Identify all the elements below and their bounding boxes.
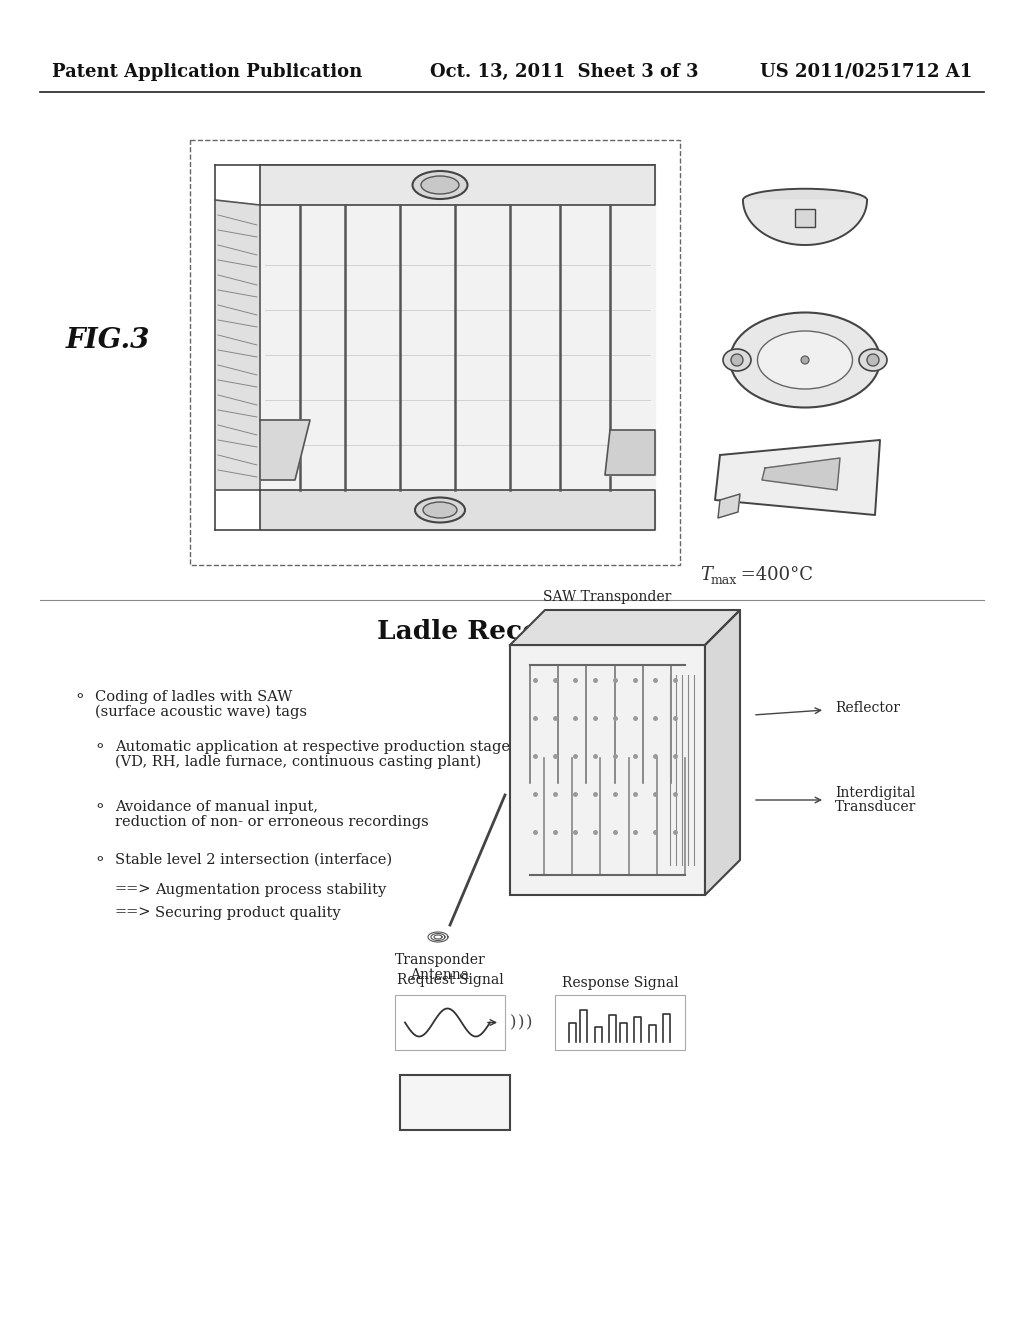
Text: Avoidance of manual input,: Avoidance of manual input,: [115, 800, 318, 814]
Text: ): ): [518, 1014, 524, 1031]
Circle shape: [731, 354, 743, 366]
Ellipse shape: [421, 176, 459, 194]
Text: °: °: [75, 692, 84, 709]
Ellipse shape: [730, 313, 880, 408]
Bar: [395, 995, 505, 1049]
Bar: [555, 995, 685, 1049]
Text: Antenna: Antenna: [411, 968, 470, 982]
Ellipse shape: [743, 189, 867, 211]
Text: Ladle Recognition: Ladle Recognition: [377, 619, 647, 644]
Text: Securing product quality: Securing product quality: [155, 906, 341, 920]
Polygon shape: [715, 440, 880, 515]
Text: reduction of non- or erroneous recordings: reduction of non- or erroneous recording…: [115, 814, 429, 829]
Polygon shape: [260, 205, 655, 490]
Bar: [510, 645, 705, 895]
Text: Unit: Unit: [439, 1104, 470, 1118]
Text: ): ): [510, 1014, 516, 1031]
Text: Automatic application at respective production stage: Automatic application at respective prod…: [115, 741, 510, 754]
Text: °: °: [95, 742, 103, 759]
Ellipse shape: [415, 498, 465, 523]
Polygon shape: [260, 420, 310, 480]
Polygon shape: [510, 610, 740, 645]
Text: (surface acoustic wave) tags: (surface acoustic wave) tags: [95, 705, 307, 719]
Polygon shape: [260, 490, 655, 531]
Bar: [400, 1074, 510, 1130]
Text: Stable level 2 intersection (interface): Stable level 2 intersection (interface): [115, 853, 392, 867]
Ellipse shape: [723, 348, 751, 371]
Text: °: °: [95, 855, 103, 873]
Text: Coding of ladles with SAW: Coding of ladles with SAW: [95, 690, 292, 704]
Text: Transponder: Transponder: [394, 953, 485, 968]
Ellipse shape: [423, 502, 457, 517]
Circle shape: [867, 354, 879, 366]
Text: US 2011/0251712 A1: US 2011/0251712 A1: [760, 63, 972, 81]
Polygon shape: [762, 458, 840, 490]
Text: Response Signal: Response Signal: [562, 975, 678, 990]
Ellipse shape: [413, 172, 468, 199]
Polygon shape: [260, 165, 655, 205]
Text: (VD, RH, ladle furnace, continuous casting plant): (VD, RH, ladle furnace, continuous casti…: [115, 755, 481, 770]
Text: SAW Transponder: SAW Transponder: [543, 590, 671, 605]
Text: Interdigital: Interdigital: [835, 785, 915, 800]
Text: Request Signal: Request Signal: [396, 973, 504, 987]
Text: °: °: [95, 803, 103, 818]
Text: FIG.3: FIG.3: [66, 326, 151, 354]
Text: ==>: ==>: [115, 883, 152, 898]
Polygon shape: [605, 430, 655, 475]
Text: max: max: [711, 574, 737, 587]
Polygon shape: [718, 494, 740, 517]
Text: Reader: Reader: [429, 1088, 480, 1101]
Ellipse shape: [758, 331, 853, 389]
Polygon shape: [215, 201, 260, 490]
Text: Oct. 13, 2011  Sheet 3 of 3: Oct. 13, 2011 Sheet 3 of 3: [430, 63, 698, 81]
Text: ): ): [526, 1014, 532, 1031]
Text: Transducer: Transducer: [835, 800, 916, 814]
Text: =400°C: =400°C: [735, 566, 813, 583]
Bar: [795, 210, 815, 227]
Text: Reflector: Reflector: [835, 701, 900, 715]
Circle shape: [801, 356, 809, 364]
Text: Patent Application Publication: Patent Application Publication: [52, 63, 362, 81]
Text: ==>: ==>: [115, 906, 152, 920]
Text: T: T: [700, 566, 712, 583]
Polygon shape: [743, 201, 867, 246]
Ellipse shape: [859, 348, 887, 371]
Bar: [190, 140, 680, 565]
Text: Augmentation process stability: Augmentation process stability: [155, 883, 386, 898]
Polygon shape: [705, 610, 740, 895]
